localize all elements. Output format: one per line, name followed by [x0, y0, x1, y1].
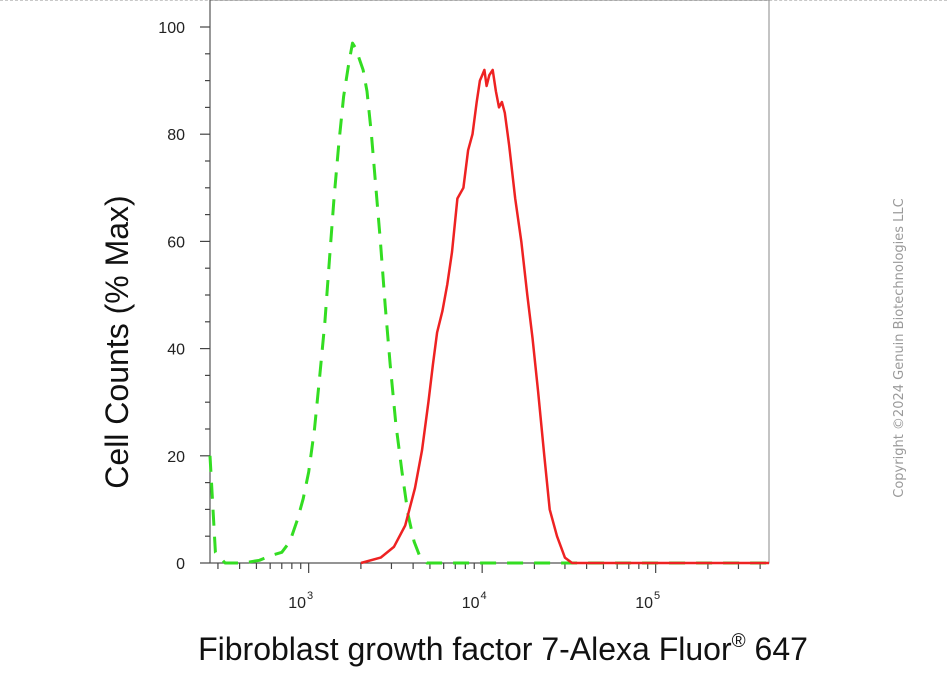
- x-tick-label: 103: [288, 590, 313, 612]
- y-tick-label: 100: [158, 20, 185, 37]
- copyright-watermark: Copyright ©2024 Genuin Biotechnologies L…: [892, 198, 907, 497]
- x-axis-title: Fibroblast growth factor 7-Alexa Fluor® …: [198, 631, 808, 667]
- x-tick-labels: 103 104 105: [288, 590, 660, 612]
- y-axis-title: Cell Counts (% Max): [99, 195, 135, 488]
- histogram-series: [208, 41, 769, 565]
- y-tick-label: 60: [167, 234, 185, 251]
- y-tick-label: 20: [167, 449, 185, 466]
- y-tick-label: 0: [176, 556, 185, 573]
- plot-frame: [209, 0, 770, 564]
- x-tick-label: 104: [462, 590, 487, 612]
- stained-sample-line: [360, 68, 769, 565]
- x-tick-label: 105: [635, 590, 660, 612]
- isotype-control-line: [208, 41, 769, 565]
- y-tick-label: 80: [167, 127, 185, 144]
- y-tick-label: 40: [167, 342, 185, 359]
- axis-ticks: [200, 26, 761, 573]
- y-tick-labels: 0 20 40 60 80 100: [158, 20, 185, 573]
